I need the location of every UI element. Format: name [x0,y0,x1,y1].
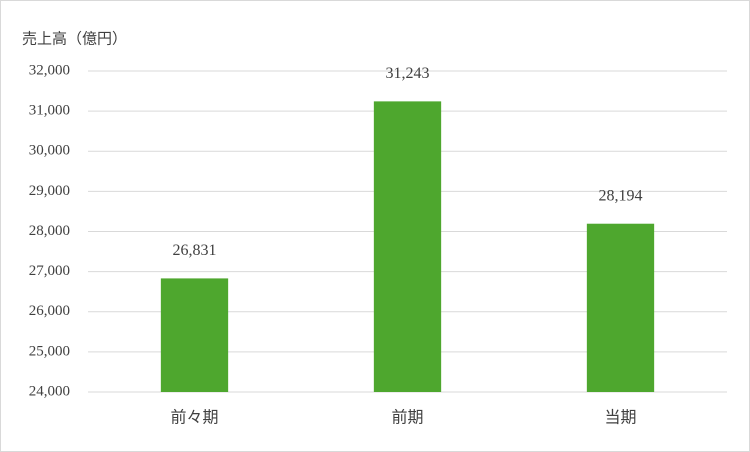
bar [586,223,655,392]
y-tick-label: 30,000 [29,143,70,159]
y-tick-label: 25,000 [29,343,70,359]
y-tick-label: 27,000 [29,263,70,279]
value-label: 31,243 [386,65,430,82]
x-tick-label: 前々期 [170,409,218,427]
x-tick-label: 前期 [391,409,423,427]
y-tick-label: 29,000 [29,183,70,199]
bar [160,278,229,392]
y-tick-label: 31,000 [29,103,70,119]
y-axis-label: 売上高（億円） [22,30,127,47]
value-label: 28,194 [599,187,643,204]
y-tick-label: 28,000 [29,223,70,239]
y-tick-label: 26,000 [29,303,70,319]
y-tick-label: 24,000 [29,383,70,399]
y-tick-label: 32,000 [29,62,70,78]
bar [373,101,442,392]
value-label: 26,831 [173,242,217,259]
x-tick-label: 当期 [604,409,636,427]
